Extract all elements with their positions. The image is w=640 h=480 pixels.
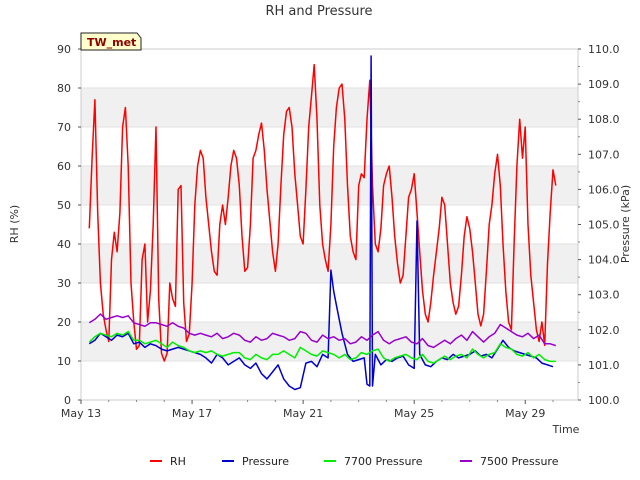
legend-label: 7700 Pressure — [344, 455, 423, 468]
x-tick-label: May 25 — [394, 407, 434, 420]
y-right-tick-label: 106.0 — [588, 183, 620, 196]
y-right-tick-label: 104.0 — [588, 254, 620, 267]
y-right-tick-label: 101.0 — [588, 359, 620, 372]
legend: RH Pressure 7700 Pressure 7500 Pressure — [150, 455, 559, 468]
y-right-tick-label: 107.0 — [588, 148, 620, 161]
y-left-tick-label: 70 — [57, 121, 71, 134]
x-tick-label: May 13 — [61, 407, 101, 420]
y-right-tick-label: 103.0 — [588, 289, 620, 302]
badge-box — [80, 32, 142, 51]
legend-label: Pressure — [242, 455, 289, 468]
y-left-tick-label: 20 — [57, 316, 71, 329]
y-left-tick-label: 10 — [57, 355, 71, 368]
y-right-tick-label: 105.0 — [588, 219, 620, 232]
y-right-tick-label: 110.0 — [588, 43, 620, 56]
y-right-tick-label: 100.0 — [588, 394, 620, 407]
y-right-tick-label: 109.0 — [588, 78, 620, 91]
series-layer — [88, 55, 557, 391]
y-left-tick-label: 60 — [57, 160, 71, 173]
x-axis-label: Time — [552, 423, 580, 436]
legend-label: RH — [170, 455, 186, 468]
x-tick-label: May 17 — [172, 407, 212, 420]
series-line-7700-pressure — [88, 330, 556, 364]
y-left-tick-label: 90 — [57, 43, 71, 56]
badge-label: TW_met — [87, 36, 136, 49]
chart-title: RH and Pressure — [265, 4, 372, 19]
y-left-tick-label: 30 — [57, 277, 71, 290]
legend-label: 7500 Pressure — [480, 455, 559, 468]
badge: TW_met — [80, 32, 142, 51]
y-right-tick-label: 108.0 — [588, 113, 620, 126]
y-left-tick-label: 50 — [57, 199, 71, 212]
axes-layer: 0 10 20 30 40 50 60 70 80 90 100.0 101.0 102.0 103.0 1… — [57, 43, 620, 420]
y-left-tick-label: 40 — [57, 238, 71, 251]
series-line-rh — [88, 63, 557, 362]
y-right-tick-label: 102.0 — [588, 324, 620, 337]
grid-band — [81, 88, 578, 127]
series-line-7500-pressure — [88, 313, 557, 349]
y-left-tick-label: 0 — [64, 394, 71, 407]
y-left-tick-label: 80 — [57, 82, 71, 95]
y-axis-right-label: Pressure (kPa) — [619, 185, 632, 263]
x-tick-label: May 29 — [505, 407, 545, 420]
x-tick-label: May 21 — [283, 407, 323, 420]
y-axis-left-label: RH (%) — [8, 205, 21, 243]
grid-band — [81, 166, 578, 205]
